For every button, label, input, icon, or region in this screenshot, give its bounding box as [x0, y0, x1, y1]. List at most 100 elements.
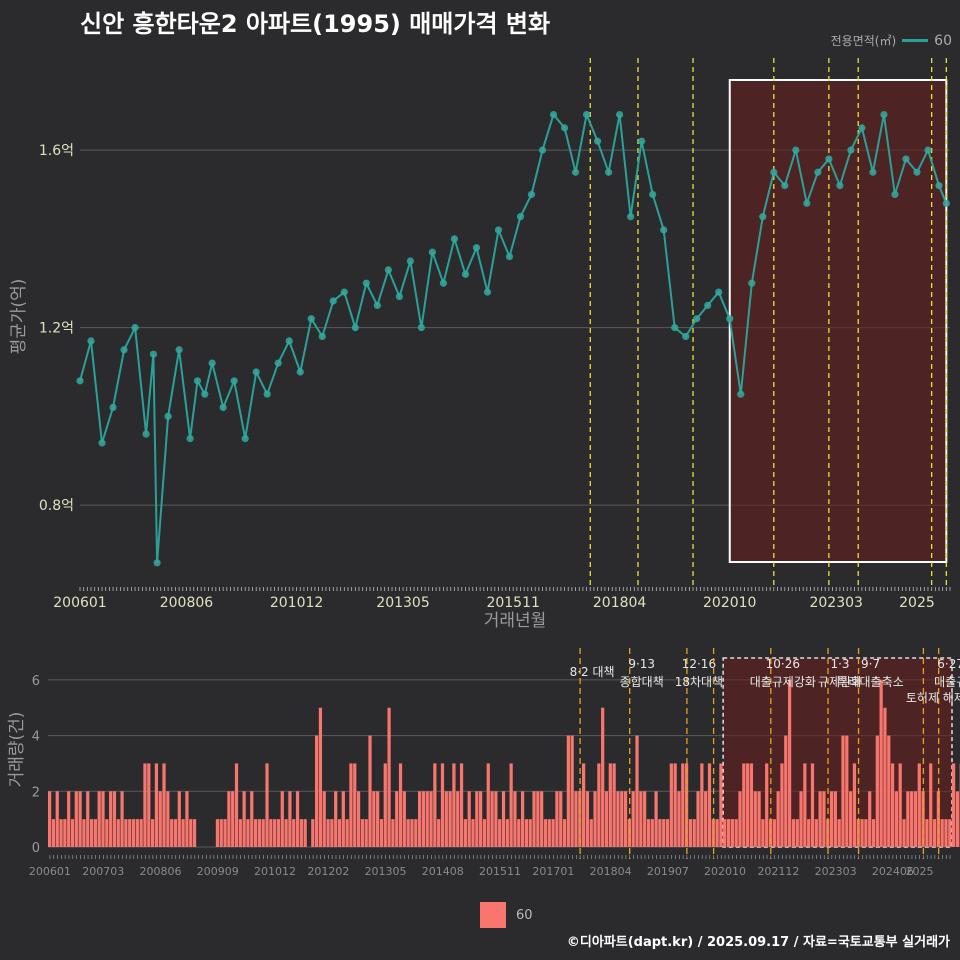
volume-bar: [440, 763, 445, 847]
y-tick-label: 0: [32, 841, 40, 856]
price-point: [942, 199, 950, 207]
volume-bar: [929, 763, 933, 847]
volume-bar: [181, 819, 185, 847]
volume-bar: [673, 763, 677, 847]
price-point: [131, 323, 139, 332]
volume-bar: [631, 791, 635, 847]
price-point: [737, 390, 745, 398]
price-point: [803, 199, 811, 207]
volume-bar: [116, 819, 120, 847]
volume-bar: [494, 791, 498, 847]
volume-bar: [368, 735, 372, 847]
volume-bar: [74, 791, 78, 847]
volume-bar: [482, 819, 487, 847]
price-point: [516, 213, 525, 221]
volume-bar: [505, 819, 509, 847]
volume-bar: [486, 763, 490, 847]
volume-bar: [456, 791, 460, 847]
volume-bar: [795, 819, 799, 847]
policy-annotation: 8·2 대책: [570, 664, 615, 679]
volume-bar: [78, 791, 82, 847]
price-point: [461, 270, 470, 278]
volume-bar: [784, 735, 788, 847]
price-point: [98, 439, 106, 447]
legend-line-swatch: [902, 39, 929, 42]
x-tick-label: 2025: [906, 865, 934, 878]
volume-bar: [807, 819, 811, 847]
volume-bar: [639, 791, 643, 847]
volume-bar: [383, 763, 387, 847]
x-tick-label: 201701: [532, 865, 574, 878]
volume-bar: [398, 763, 403, 847]
price-point: [880, 110, 888, 119]
volume-bar: [250, 791, 254, 847]
volume-bar: [452, 763, 456, 847]
x-tick-label: 200601: [29, 865, 71, 878]
price-point: [505, 252, 514, 261]
volume-bar: [509, 763, 513, 847]
volume-bar: [543, 819, 548, 847]
volume-bar: [559, 791, 563, 847]
volume-bar: [898, 763, 902, 847]
volume-chart: 0 2 4 6 8·2 대책 9·13 종합대책 12·16 18차대책 10·26 대출규제강화 1…: [7, 648, 960, 878]
price-point: [164, 412, 172, 420]
volume-bar: [349, 763, 353, 847]
volume-bar: [810, 763, 815, 847]
volume-bar: [410, 819, 414, 847]
price-point: [395, 292, 403, 301]
volume-bar: [723, 819, 727, 847]
volume-bar: [845, 735, 849, 847]
volume-bar: [841, 735, 845, 847]
chart-title: 신안 흥한타운2 아파트(1995) 매매가격 변화: [80, 10, 551, 38]
policy-annotation: 종합대책: [620, 674, 664, 689]
volume-bar: [376, 791, 380, 847]
x-tick-label: 200703: [82, 865, 124, 878]
volume-bar: [177, 791, 181, 847]
volume-bar: [238, 819, 242, 847]
price-point: [483, 288, 492, 296]
volume-bar: [433, 763, 437, 847]
legend-top: 전용면적(㎡) 60: [831, 32, 952, 49]
price-line: [79, 111, 948, 563]
volume-bar: [688, 819, 693, 847]
volume-bar: [952, 763, 956, 847]
volume-bar: [295, 791, 300, 847]
price-point: [252, 368, 260, 376]
volume-bar: [158, 791, 162, 847]
volume-bar: [547, 819, 551, 847]
x-tick-label: 200806: [140, 865, 182, 878]
volume-bar: [696, 791, 700, 847]
price-point: [329, 297, 337, 305]
x-tick-label: 200806: [160, 595, 214, 611]
volume-bar: [574, 791, 578, 847]
price-point: [373, 301, 381, 310]
price-point: [175, 346, 183, 354]
volume-bar: [322, 791, 326, 847]
policy-annotation: 9·13: [628, 657, 655, 671]
price-point: [406, 257, 414, 265]
price-point: [109, 403, 117, 412]
volume-bar: [326, 819, 330, 847]
volume-bar: [948, 819, 952, 847]
price-point: [582, 110, 591, 119]
legend-bar-swatch: [480, 902, 506, 928]
volume-bar: [223, 819, 227, 847]
volume-bar: [372, 791, 376, 847]
x-tick-label: 2025: [899, 595, 935, 611]
volume-bar: [761, 819, 765, 847]
x-tick-label: 201012: [254, 865, 296, 878]
volume-bar: [429, 791, 433, 847]
price-point: [472, 244, 481, 252]
volume-bar: [330, 819, 334, 847]
volume-bar: [749, 763, 754, 847]
volume-bar: [173, 819, 178, 847]
volume-bar: [791, 819, 796, 847]
volume-bar: [677, 791, 681, 847]
volume-bar: [597, 763, 601, 847]
price-point: [770, 168, 778, 176]
highlight-box: [722, 657, 953, 848]
volume-bar: [124, 819, 128, 847]
x-tick-label: 201408: [422, 865, 464, 878]
volume-bar: [379, 819, 384, 847]
price-chart: 0.8억 1.2억 1.6억 200601 200806 201012 201305 2015…: [9, 58, 951, 631]
